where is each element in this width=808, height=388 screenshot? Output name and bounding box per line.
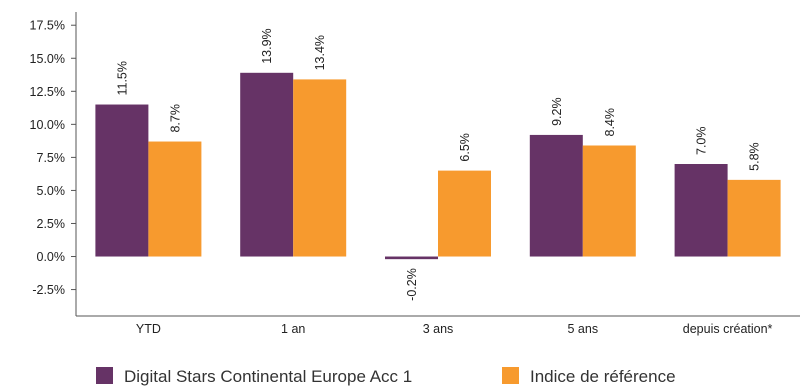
data-label: 6.5% (458, 133, 472, 162)
data-label: 9.2% (550, 97, 564, 126)
y-tick-label: 2.5% (37, 217, 66, 231)
y-tick-label: 12.5% (30, 85, 65, 99)
category-label: 3 ans (423, 322, 454, 336)
bar (674, 164, 728, 257)
bar (293, 79, 347, 257)
y-tick-label: 17.5% (30, 19, 65, 33)
legend-swatch (502, 367, 519, 384)
bar (529, 134, 583, 257)
legend-swatch (96, 367, 113, 384)
category-label: 1 an (281, 322, 305, 336)
category-labels: YTD 1 an 3 ans 5 ans depuis création* (136, 322, 773, 336)
bar (148, 141, 202, 257)
data-label: 13.4% (313, 35, 327, 70)
bar (385, 256, 438, 260)
data-label: 13.9% (260, 28, 274, 63)
data-label: 11.5% (115, 61, 129, 96)
y-tick-label: 5.0% (37, 184, 66, 198)
bars (95, 72, 781, 260)
category-label: YTD (136, 322, 161, 336)
y-tick-label: 7.5% (37, 151, 66, 165)
data-label: 8.4% (603, 108, 617, 137)
data-label: 8.7% (168, 104, 182, 133)
bar (438, 170, 491, 257)
data-label: 5.8% (748, 142, 762, 171)
axes (75, 12, 800, 317)
data-labels: 11.5% 8.7% 13.9% 13.4% -0.2% 6.5% 9.2% 8.4% 7.0%… (115, 28, 761, 300)
data-label: -0.2% (405, 268, 419, 301)
y-tick-label: 0.0% (37, 250, 66, 264)
bar (582, 145, 636, 257)
legend-label: Indice de référence (530, 367, 676, 386)
y-tick-label: 10.0% (30, 118, 65, 132)
y-tick-label: 15.0% (30, 52, 65, 66)
category-label: depuis création* (683, 322, 773, 336)
legend-label: Digital Stars Continental Europe Acc 1 (124, 367, 412, 386)
bar (727, 179, 781, 257)
bar (240, 72, 294, 257)
data-label: 7.0% (695, 127, 709, 156)
y-tick-label: -2.5% (32, 283, 65, 297)
category-label: 5 ans (568, 322, 599, 336)
bar (95, 104, 149, 257)
y-ticks: -2.5% 0.0% 2.5% 5.0% 7.5% 10.0% 12.5% 15.0% 17.5… (30, 19, 76, 297)
legend: Digital Stars Continental Europe Acc 1 In… (96, 367, 676, 386)
